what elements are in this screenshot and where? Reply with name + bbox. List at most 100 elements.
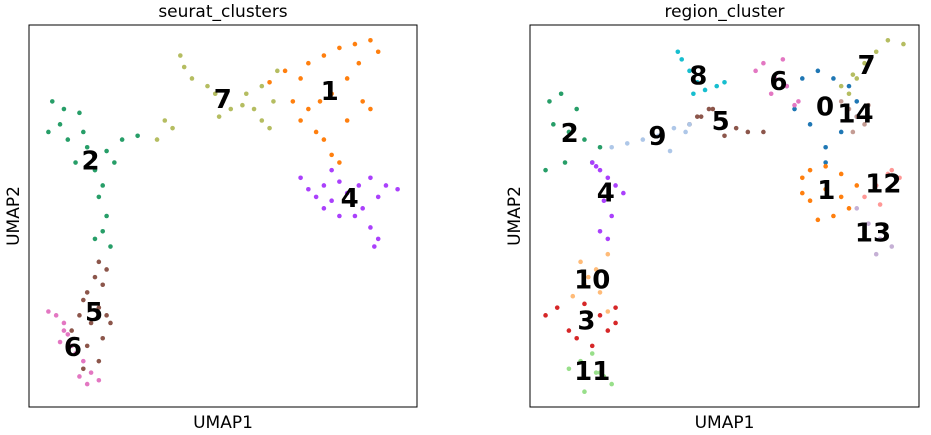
point — [772, 76, 778, 81]
point — [722, 118, 727, 123]
point — [702, 87, 708, 93]
point — [77, 374, 82, 379]
point — [259, 118, 265, 123]
point — [375, 194, 381, 200]
cluster-label: 1 — [321, 77, 339, 107]
point — [796, 99, 801, 104]
cluster-label: 6 — [64, 333, 82, 363]
point — [88, 370, 94, 375]
point — [605, 251, 611, 257]
cluster-label: 4 — [597, 179, 615, 209]
point — [815, 68, 821, 74]
point — [321, 183, 327, 188]
point — [722, 80, 727, 85]
point — [344, 190, 350, 196]
point — [656, 133, 661, 139]
point — [313, 194, 319, 200]
point — [807, 198, 813, 204]
cluster-label: 5 — [712, 107, 730, 137]
point — [877, 236, 883, 242]
point — [178, 53, 183, 58]
cluster-label: 3 — [577, 306, 595, 336]
point — [679, 57, 685, 62]
point — [838, 83, 844, 89]
point — [65, 137, 71, 142]
point — [100, 228, 106, 234]
point — [846, 91, 852, 97]
point — [624, 141, 630, 146]
point — [108, 320, 113, 326]
point — [84, 343, 90, 349]
point — [61, 106, 67, 112]
cluster-label: 9 — [648, 122, 666, 152]
point — [551, 122, 556, 127]
point — [838, 129, 844, 135]
point — [694, 114, 700, 119]
chart-title: seurat_clusters — [158, 2, 287, 22]
point — [84, 144, 90, 150]
point — [170, 125, 175, 131]
point — [329, 167, 334, 173]
point — [862, 60, 867, 66]
point — [901, 41, 906, 47]
point — [275, 68, 280, 74]
x-axis-label: UMAP1 — [695, 413, 755, 433]
point — [108, 244, 113, 249]
point — [104, 213, 109, 219]
point — [850, 129, 856, 135]
point — [823, 144, 828, 150]
point — [298, 76, 303, 81]
point — [368, 175, 373, 181]
point — [605, 328, 611, 333]
point — [337, 213, 342, 219]
point — [574, 106, 579, 112]
point — [586, 274, 591, 280]
point — [578, 358, 583, 364]
cluster-label: 8 — [689, 62, 707, 92]
y-axis-label: UMAP2 — [505, 186, 525, 246]
chart-title: region_cluster — [664, 2, 784, 22]
point — [846, 206, 852, 211]
point — [558, 91, 564, 97]
point — [267, 125, 272, 131]
point — [593, 267, 599, 272]
cluster-label: 0 — [816, 92, 834, 122]
point — [344, 76, 350, 81]
cluster-label: 5 — [85, 298, 103, 328]
point — [104, 267, 109, 272]
point — [854, 114, 860, 119]
point — [823, 160, 828, 165]
point — [46, 129, 51, 135]
point — [337, 179, 342, 184]
point — [605, 309, 611, 314]
point — [73, 351, 78, 356]
point — [329, 152, 334, 158]
point — [850, 72, 856, 77]
point — [601, 374, 607, 379]
cluster-label: 2 — [561, 119, 579, 149]
point — [745, 129, 751, 135]
plot: seurat_clusters UMAP1 UMAP2 1 2 4 56 7 — [4, 2, 418, 433]
point — [582, 301, 587, 307]
cluster-label: 12 — [865, 169, 901, 199]
point — [372, 244, 377, 249]
point — [722, 133, 727, 139]
point — [784, 83, 790, 89]
point — [831, 76, 836, 81]
cluster-label: 7 — [857, 51, 875, 81]
point — [81, 129, 86, 135]
point — [733, 125, 739, 131]
point — [593, 164, 599, 169]
point — [290, 99, 296, 104]
point — [356, 60, 362, 66]
point — [81, 297, 86, 303]
point — [866, 102, 871, 108]
point — [691, 91, 696, 97]
cluster-label: 13 — [855, 218, 891, 248]
point — [862, 228, 867, 234]
point — [96, 358, 102, 364]
point — [761, 129, 766, 135]
point — [329, 91, 334, 97]
point — [807, 122, 813, 127]
